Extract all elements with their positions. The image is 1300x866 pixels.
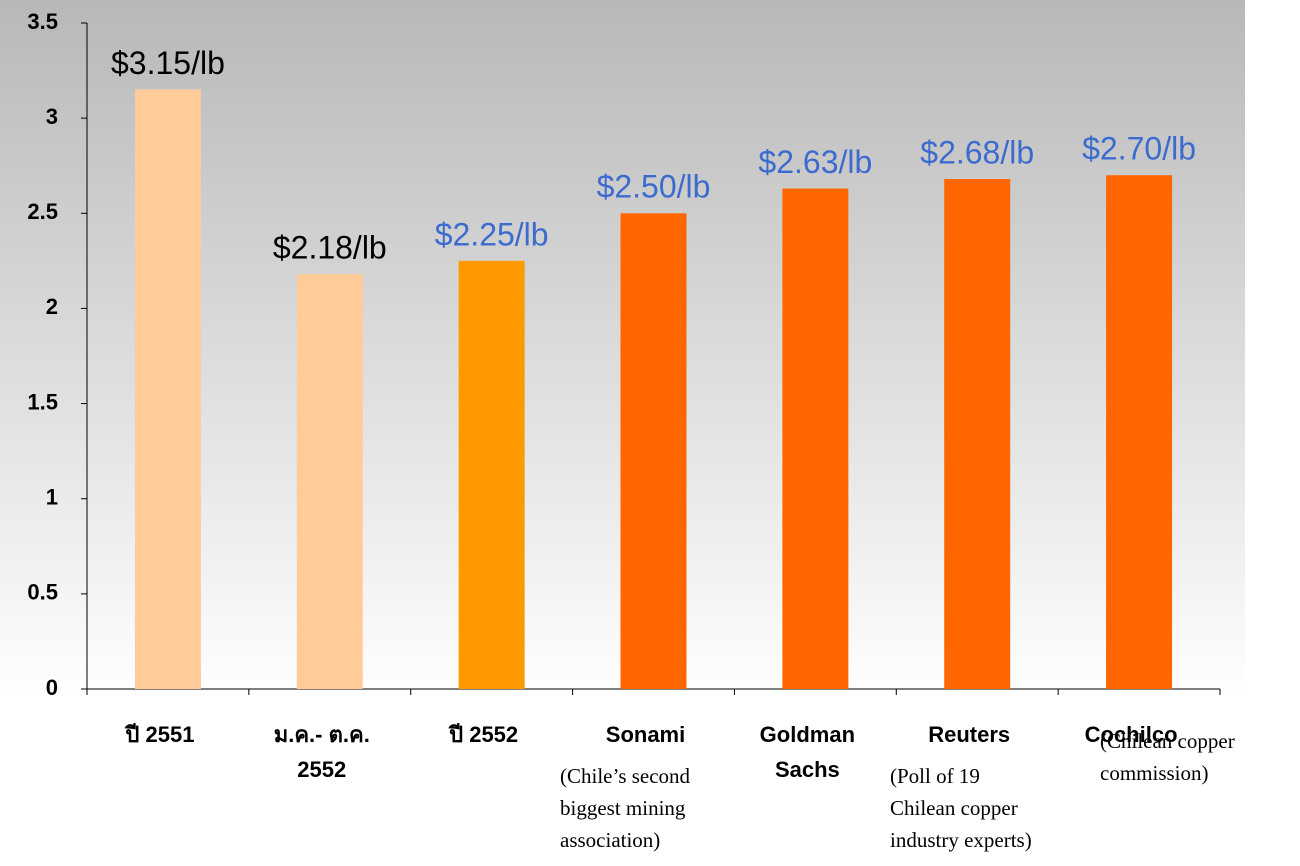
value-label: $2.68/lb [920,134,1034,170]
category-note: industry experts) [890,828,1032,852]
y-tick-label: 3.5 [27,9,58,34]
x-tick-label: Reuters [928,722,1010,747]
category-note: (Poll of 19 [890,764,980,788]
bar [944,179,1011,689]
bar [458,260,525,689]
bar [782,188,849,689]
value-label: $3.15/lb [111,45,225,81]
category-note: (Chilean copper [1100,729,1235,753]
category-note: biggest mining [560,796,686,820]
x-tick-label: Goldman [760,722,855,747]
y-tick-label: 3 [46,104,58,129]
bar [1106,175,1173,689]
category-note: (Chile’s second [560,764,691,788]
value-label: $2.25/lb [435,216,549,252]
x-tick-label: 2552 [297,757,346,782]
value-label: $2.50/lb [597,169,711,205]
bar [134,89,201,690]
x-tick-label: ปี 2552 [448,722,518,747]
value-label: $2.63/lb [758,144,872,180]
x-tick-label: ปี 2551 [124,722,194,747]
bar [620,213,687,690]
category-note: Chilean copper [890,796,1018,820]
category-note: commission) [1100,761,1209,785]
bar [296,274,363,689]
x-tick-label: Cochilco [1085,722,1178,747]
category-note: association) [560,828,660,852]
y-tick-label: 2 [46,294,58,319]
x-tick-label: Sachs [775,757,840,782]
y-tick-label: 0.5 [27,580,58,605]
value-label: $2.70/lb [1082,131,1196,167]
value-label: $2.18/lb [273,230,387,266]
y-tick-label: 1.5 [27,389,58,414]
x-tick-label: Sonami [606,722,685,747]
y-tick-label: 1 [46,485,58,510]
y-tick-label: 0 [46,675,58,700]
x-tick-label: ม.ค.- ต.ค. [274,722,370,747]
y-tick-label: 2.5 [27,199,58,224]
